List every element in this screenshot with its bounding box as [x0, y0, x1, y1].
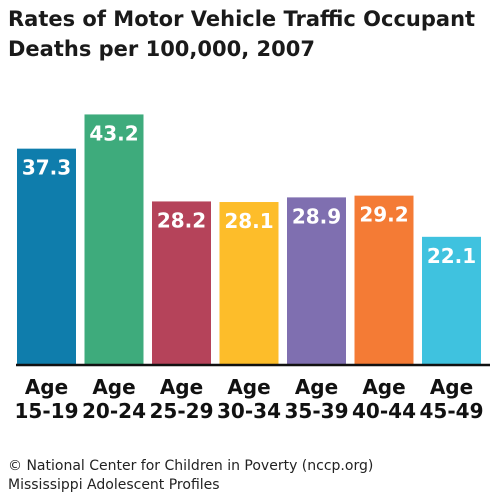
tick-labels-group: Age15-19Age20-24Age25-29Age30-34Age35-39…: [15, 375, 484, 423]
bars-group: 37.3 43.2 28.2 28.1 28.9 29.2 22.1: [17, 114, 481, 365]
x-tick-label-line-1: Age: [160, 375, 203, 399]
copyright-text: © National Center for Children in Povert…: [8, 458, 374, 474]
x-tick-label-line-1: Age: [25, 375, 68, 399]
bar-35-39: [287, 197, 346, 365]
x-tick-label-line-1: Age: [430, 375, 473, 399]
bar-value-label: 29.2: [359, 203, 408, 227]
bar-25-29: [152, 201, 211, 365]
x-tick-label-line-2: 30-34: [217, 399, 281, 423]
x-tick-label-line-2: 20-24: [82, 399, 146, 423]
x-tick-label-line-2: 25-29: [150, 399, 214, 423]
x-tick-label-line-1: Age: [227, 375, 270, 399]
x-tick-label-line-2: 45-49: [420, 399, 484, 423]
x-tick-label-line-1: Age: [92, 375, 135, 399]
chart-title-line-2: Deaths per 100,000, 2007: [8, 37, 315, 61]
bar-value-label: 37.3: [22, 156, 71, 180]
x-tick-label-line-1: Age: [362, 375, 405, 399]
chart-title: Rates of Motor Vehicle Traffic Occupant …: [8, 4, 488, 64]
x-tick-label-line-2: 15-19: [15, 399, 79, 423]
bar-40-44: [354, 195, 414, 365]
bar-15-19: [17, 148, 76, 365]
bar-20-24: [84, 114, 144, 365]
bar-value-label: 28.9: [292, 204, 341, 228]
bar-45-49: [422, 236, 481, 365]
x-tick-label-line-1: Age: [295, 375, 338, 399]
bar-value-label: 28.1: [224, 209, 273, 233]
footer: © National Center for Children in Povert…: [8, 457, 488, 495]
chart-title-line-1: Rates of Motor Vehicle Traffic Occupant: [8, 7, 476, 31]
source-text: Mississippi Adolescent Profiles: [8, 477, 220, 493]
x-tick-label-line-2: 35-39: [285, 399, 349, 423]
bar-value-label: 28.2: [157, 208, 206, 232]
bar-value-label: 43.2: [89, 121, 138, 145]
x-tick-label-line-2: 40-44: [352, 399, 416, 423]
bar-30-34: [219, 202, 279, 365]
bar-value-label: 22.1: [427, 244, 476, 268]
